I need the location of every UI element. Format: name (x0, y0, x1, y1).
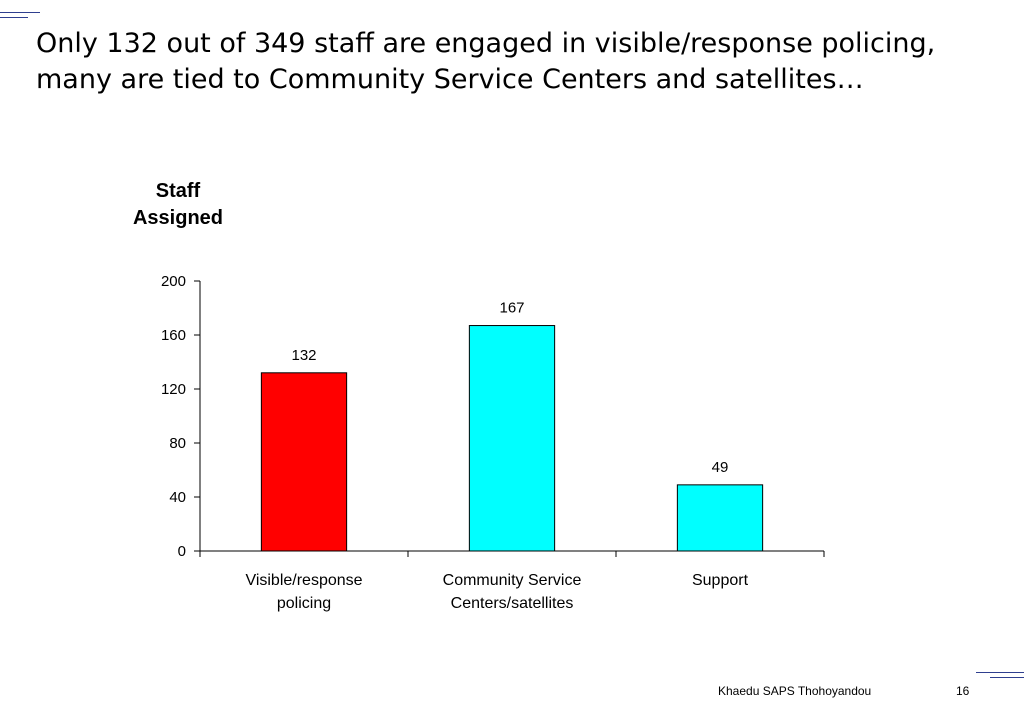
bar (676, 484, 764, 552)
accent-line-top-1 (0, 12, 40, 13)
accent-line-bottom-2 (990, 677, 1024, 678)
data-label: 132 (291, 347, 316, 364)
x-category-label: Visible/response policing (245, 572, 363, 612)
y-tick-label: 80 (169, 435, 186, 452)
slide-title: Only 132 out of 349 staff are engaged in… (36, 28, 936, 95)
y-tick-label: 120 (161, 381, 186, 398)
data-label: 167 (499, 300, 524, 317)
y-tick-label: 160 (161, 327, 186, 344)
data-label: 49 (712, 459, 729, 476)
page-number: 16 (956, 684, 970, 698)
bar (260, 372, 348, 552)
y-tick-label: 40 (169, 489, 186, 506)
y-tick-label: 0 (178, 543, 186, 560)
x-category-label: Support (691, 572, 749, 589)
x-category-label: Community Service Centers/satellites (442, 572, 582, 612)
accent-line-bottom-1 (976, 672, 1024, 673)
accent-line-top-2 (0, 17, 28, 18)
y-tick-label: 200 (161, 273, 186, 290)
bar (468, 325, 556, 552)
y-axis-title: Staff Assigned (100, 178, 256, 232)
y-axis-title-text: Staff Assigned (132, 180, 224, 229)
footer-text: Khaedu SAPS Thohoyandou (718, 684, 872, 698)
